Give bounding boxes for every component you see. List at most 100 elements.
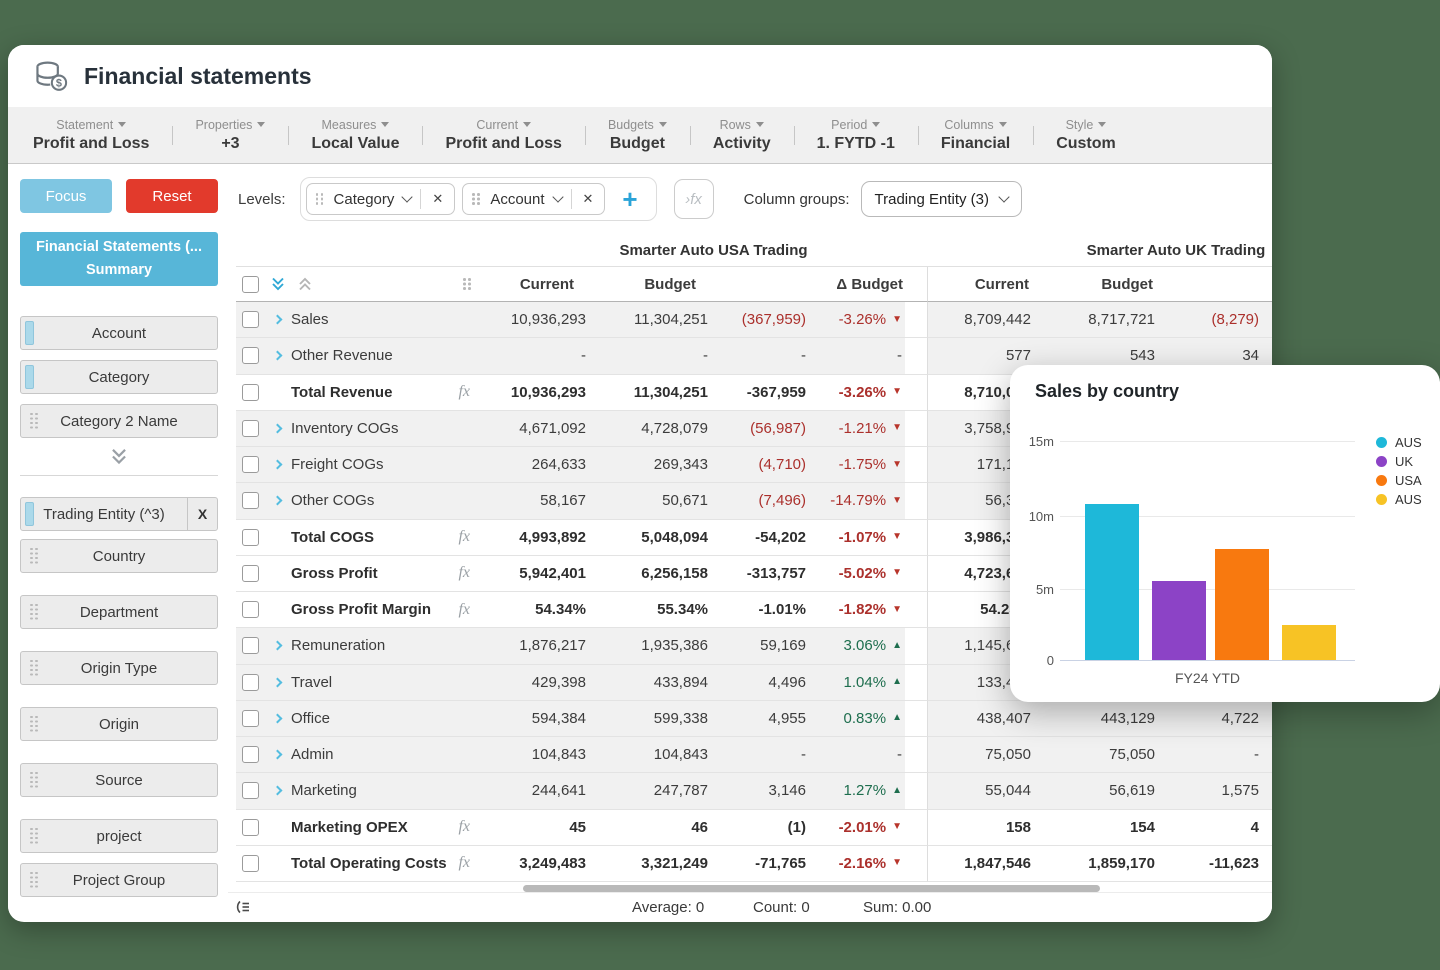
table-row-admin[interactable]: Admin 104,843 104,843- -75,050 75,050- (236, 737, 1272, 774)
row-checkbox[interactable] (242, 456, 259, 474)
level-chip-account[interactable]: Account ✕ (462, 183, 606, 215)
row-label-cell: Admin (236, 737, 482, 774)
select-all-checkbox[interactable] (242, 275, 259, 293)
row-checkbox[interactable] (242, 347, 259, 365)
toolbar-item-period[interactable]: Period 1. FYTD -1 (793, 118, 918, 153)
cell-value: 46 (588, 809, 710, 846)
caret-down-icon (998, 122, 1007, 127)
expand-row-icon[interactable] (272, 785, 283, 796)
drag-handle-icon[interactable] (472, 193, 481, 205)
remove-level-button[interactable]: ✕ (582, 191, 594, 206)
sidebar-field-source[interactable]: Source (20, 763, 218, 797)
drag-handle-icon[interactable] (30, 715, 39, 733)
chevron-down-icon[interactable] (551, 191, 564, 203)
sidebar-field-category[interactable]: Category (20, 360, 218, 394)
toolbar-item-rows[interactable]: Rows Activity (689, 118, 794, 153)
sidebar-field-account[interactable]: Account (20, 316, 218, 350)
collapse-levels-icon[interactable] (234, 900, 251, 916)
expand-row-icon[interactable] (272, 640, 283, 651)
row-checkbox[interactable] (242, 782, 259, 800)
row-label-cell: Gross Profit Margin fx (236, 592, 482, 629)
sidebar-field-department[interactable]: Department (20, 595, 218, 629)
column-header-current-uk[interactable]: Current (927, 267, 1033, 302)
expand-all-icon[interactable] (270, 276, 286, 292)
row-checkbox[interactable] (242, 528, 259, 546)
sidebar-field-origin[interactable]: Origin (20, 707, 218, 741)
sidebar-field-origin-type[interactable]: Origin Type (20, 651, 218, 685)
row-label: Freight COGs (291, 456, 384, 474)
remove-level-button[interactable]: ✕ (432, 191, 444, 206)
toolbar-item-budgets[interactable]: Budgets Budget (584, 118, 690, 153)
toolbar-item-current[interactable]: Current Profit and Loss (422, 118, 584, 153)
toolbar-item-columns[interactable]: Columns Financial (917, 118, 1033, 153)
column-header-current-usa[interactable]: Current (482, 267, 588, 302)
row-checkbox[interactable] (242, 383, 259, 401)
cell-value: 429,398 (482, 664, 588, 701)
drag-handle-icon[interactable] (315, 193, 325, 205)
drag-handle-icon[interactable] (30, 412, 39, 430)
drag-handle-icon[interactable] (30, 827, 39, 845)
table-row-marketing-opex[interactable]: Marketing OPEX fx 45 46 (1) -2.01% ▼ 158 154 4 (236, 809, 1272, 846)
toolbar-item-style[interactable]: Style Custom (1033, 118, 1139, 153)
expand-row-icon[interactable] (272, 713, 283, 724)
row-checkbox[interactable] (242, 746, 259, 764)
drag-handle-icon[interactable] (30, 547, 39, 565)
add-level-button[interactable]: + (622, 184, 638, 214)
drag-handle-icon[interactable] (30, 659, 39, 677)
row-checkbox[interactable] (242, 601, 259, 619)
column-header-budget-uk[interactable]: Budget (1033, 267, 1157, 302)
expand-row-icon[interactable] (272, 350, 283, 361)
drag-handle-icon[interactable] (30, 871, 39, 889)
table-row-total-operating-costs[interactable]: Total Operating Costs fx 3,249,483 3,321,24… (236, 845, 1272, 882)
toolbar-item-statement[interactable]: Statement Profit and Loss (10, 118, 172, 153)
row-checkbox[interactable] (242, 311, 259, 329)
row-checkbox[interactable] (242, 673, 259, 691)
table-header-row: Current Budget Δ Budget Current Budget (236, 267, 1272, 302)
row-checkbox[interactable] (242, 492, 259, 510)
remove-field-button[interactable]: X (187, 498, 217, 530)
sidebar-field-category-2-name[interactable]: Category 2 Name (20, 404, 218, 438)
toolbar-item-measures[interactable]: Measures Local Value (288, 118, 422, 153)
row-checkbox[interactable] (242, 854, 259, 872)
show-more-fields-button[interactable] (20, 448, 218, 465)
table-row-other-cogs[interactable]: Other COGs 58,167 50,671 (7,496) -14.79% ▼ 56,… (236, 483, 1272, 520)
collapse-all-icon[interactable] (297, 276, 313, 292)
triangle-up-icon: ▲ (892, 676, 902, 688)
level-chip-category[interactable]: Category ✕ (305, 183, 456, 215)
table-row-sales[interactable]: Sales 10,936,293 11,304,251 (367,959) -3.26%… (236, 302, 1272, 339)
expand-row-icon[interactable] (272, 314, 283, 325)
focus-button[interactable]: Focus (20, 179, 112, 213)
table-row-marketing[interactable]: Marketing 244,641 247,787 3,146 1.27% ▲ 55,044… (236, 773, 1272, 810)
column-header-budget-usa[interactable]: Budget (588, 267, 710, 302)
table-row-office[interactable]: Office 594,384 599,338 4,955 0.83% ▲ 438,407 44… (236, 700, 1272, 737)
chevron-down-icon[interactable] (401, 191, 414, 203)
row-checkbox[interactable] (242, 564, 259, 582)
reset-button[interactable]: Reset (126, 179, 218, 213)
drag-handle-icon[interactable] (30, 771, 39, 789)
column-groups-dropdown[interactable]: Trading Entity (3) (860, 181, 1022, 217)
expand-row-icon[interactable] (272, 495, 283, 506)
cell-value: 104,843 (588, 737, 710, 774)
expand-row-icon[interactable] (272, 423, 283, 434)
field-label: Trading Entity (^3) (43, 505, 165, 523)
expand-row-icon[interactable] (272, 749, 283, 760)
row-checkbox[interactable] (242, 709, 259, 727)
toolbar-item-label: Period (831, 118, 881, 132)
drag-handle-icon[interactable] (463, 278, 472, 290)
sidebar-field-project[interactable]: project (20, 819, 218, 853)
row-checkbox[interactable] (242, 419, 259, 437)
toolbar-item-properties[interactable]: Properties +3 (172, 118, 288, 153)
triangle-down-icon: ▼ (892, 857, 902, 869)
sidebar-item-financial-statements-summary[interactable]: Financial Statements (... Summary (20, 232, 218, 286)
column-header-delta-budget-usa[interactable]: Δ Budget (710, 267, 905, 302)
row-checkbox[interactable] (242, 637, 259, 655)
horizontal-scrollbar-thumb[interactable] (523, 885, 1100, 892)
row-checkbox[interactable] (242, 818, 259, 836)
sidebar-field-trading-entity-3-[interactable]: Trading Entity (^3) X (20, 497, 218, 531)
formula-bar-button[interactable]: ›fx (673, 179, 714, 219)
expand-row-icon[interactable] (272, 677, 283, 688)
sidebar-field-country[interactable]: Country (20, 539, 218, 573)
sidebar-field-project-group[interactable]: Project Group (20, 863, 218, 897)
expand-row-icon[interactable] (272, 459, 283, 470)
drag-handle-icon[interactable] (30, 603, 39, 621)
